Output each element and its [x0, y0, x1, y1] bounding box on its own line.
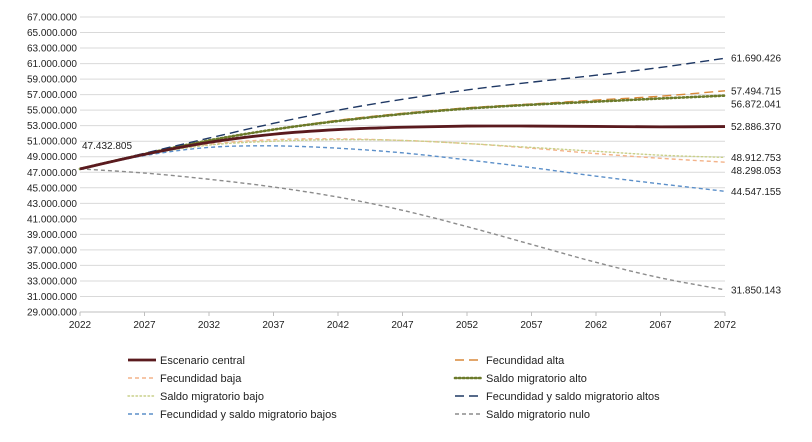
legend-item-fecundidad-y-saldo-migratorio-bajos: Fecundidad y saldo migratorio bajos	[128, 409, 337, 421]
end-value-label-fecundidad-baja: 48.298.053	[731, 166, 781, 177]
end-value-label-saldo-migratorio-nulo: 31.850.143	[731, 285, 781, 296]
x-tick-label: 2037	[262, 320, 285, 331]
x-tick-label: 2027	[133, 320, 156, 331]
end-value-label-escenario-central: 52.886.370	[731, 122, 781, 133]
legend-label: Saldo migratorio bajo	[160, 391, 264, 403]
end-value-label-fecundidad-y-saldo-migratorio-altos: 61.690.426	[731, 54, 781, 65]
y-tick-label: 57.000.000	[27, 90, 77, 101]
legend-label: Fecundidad y saldo migratorio altos	[486, 391, 660, 403]
x-tick-label: 2057	[520, 320, 543, 331]
x-tick-label: 2042	[327, 320, 350, 331]
legend-item-fecundidad-y-saldo-migratorio-altos: Fecundidad y saldo migratorio altos	[455, 391, 660, 403]
legend: Escenario central Fecundidad alta Fecundid…	[127, 355, 660, 421]
legend-label: Fecundidad y saldo migratorio bajos	[160, 409, 337, 421]
y-tick-label: 39.000.000	[27, 230, 77, 241]
y-tick-label: 35.000.000	[27, 261, 77, 272]
series-line-fecundidad-baja	[79, 138, 726, 170]
x-tick-label: 2032	[198, 320, 221, 331]
y-tick-label: 65.000.000	[27, 28, 77, 39]
end-value-labels: 47.432.805 61.690.426 57.494.715 56.872.041…	[82, 54, 781, 297]
x-tick-label: 2022	[69, 320, 92, 331]
legend-label: Saldo migratorio nulo	[486, 409, 590, 421]
legend-item-fecundidad-baja: Fecundidad baja	[128, 373, 242, 385]
end-value-label-fecundidad-y-saldo-migratorio-bajos: 44.547.155	[731, 187, 781, 198]
series-line-saldo-migratorio-bajo	[79, 138, 726, 170]
legend-label: Fecundidad alta	[486, 355, 565, 367]
end-value-label-saldo-migratorio-alto: 56.872.041	[731, 99, 781, 110]
y-tick-label: 37.000.000	[27, 245, 77, 256]
x-tick-label: 2067	[649, 320, 672, 331]
legend-item-fecundidad-alta: Fecundidad alta	[455, 355, 565, 367]
end-value-label-saldo-migratorio-bajo: 48.912.753	[731, 153, 781, 164]
x-tick-label: 2062	[585, 320, 608, 331]
series-line-saldo-migratorio-alto	[78, 94, 727, 171]
series-line-saldo-migratorio-nulo	[79, 168, 726, 291]
series-lines	[78, 57, 727, 291]
y-tick-label: 41.000.000	[27, 214, 77, 225]
legend-label: Saldo migratorio alto	[486, 373, 587, 385]
y-tick-label: 53.000.000	[27, 121, 77, 132]
y-tick-label: 33.000.000	[27, 276, 77, 287]
legend-label: Escenario central	[160, 355, 245, 367]
start-value-label: 47.432.805	[82, 141, 132, 152]
y-tick-label: 31.000.000	[27, 292, 77, 303]
y-tick-label: 51.000.000	[27, 137, 77, 148]
x-tick-label: 2052	[456, 320, 479, 331]
y-tick-label: 29.000.000	[27, 308, 77, 319]
y-tick-label: 67.000.000	[27, 13, 77, 24]
y-tick-label: 63.000.000	[27, 44, 77, 55]
y-tick-label: 59.000.000	[27, 75, 77, 86]
x-tick-label: 2047	[391, 320, 414, 331]
series-line-fecundidad-y-saldo-migratorio-altos	[79, 57, 726, 170]
legend-item-saldo-migratorio-bajo: Saldo migratorio bajo	[127, 391, 264, 403]
x-tick-label: 2072	[714, 320, 737, 331]
y-tick-label: 47.000.000	[27, 168, 77, 179]
y-tick-label: 61.000.000	[27, 59, 77, 70]
series-line-escenario-central	[79, 124, 726, 171]
end-value-label-fecundidad-alta: 57.494.715	[731, 86, 781, 97]
legend-item-escenario-central: Escenario central	[128, 355, 245, 367]
grid-lines	[80, 16, 725, 313]
legend-item-saldo-migratorio-nulo: Saldo migratorio nulo	[455, 409, 590, 421]
y-tick-label: 43.000.000	[27, 199, 77, 210]
y-tick-label: 55.000.000	[27, 106, 77, 117]
y-tick-label: 49.000.000	[27, 152, 77, 163]
legend-item-saldo-migratorio-alto: Saldo migratorio alto	[453, 373, 587, 385]
y-tick-label: 45.000.000	[27, 183, 77, 194]
legend-label: Fecundidad baja	[160, 373, 242, 385]
y-axis: 29.000.000 31.000.000 33.000.000 35.000.000…	[27, 13, 77, 319]
series-line-fecundidad-y-saldo-migratorio-bajos	[79, 145, 726, 192]
x-axis: 2022 2027 2032 2037 2042 2047 2052 2057 2062 2067…	[69, 311, 737, 331]
